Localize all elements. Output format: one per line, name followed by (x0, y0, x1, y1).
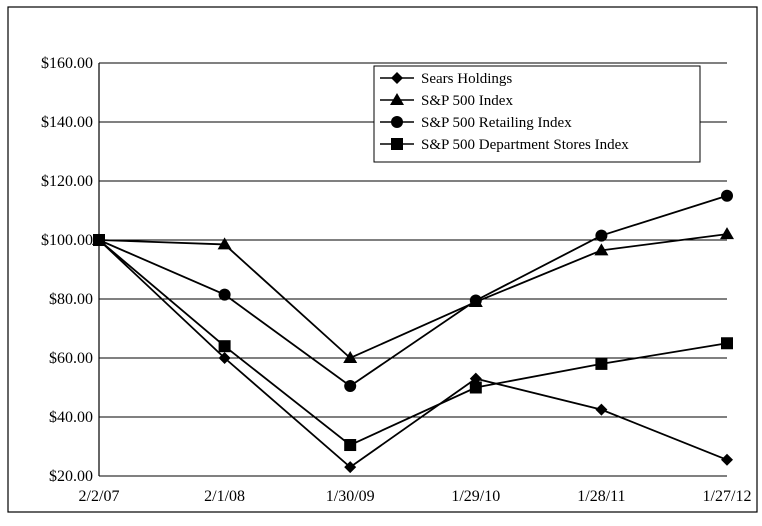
legend-marker-square (391, 138, 403, 150)
data-point-triangle (720, 227, 734, 240)
data-point-diamond (344, 461, 357, 474)
data-point-square (595, 357, 608, 370)
legend-marker-triangle (390, 93, 404, 105)
data-point-diamond (721, 453, 733, 466)
data-point-diamond (595, 403, 608, 416)
series-line-square (98, 239, 728, 447)
data-point-square (469, 381, 482, 394)
legend-label: S&P 500 Retailing Index (421, 115, 572, 131)
x-tick-label: 1/28/11 (577, 488, 625, 505)
x-tick-label: 1/27/12 (703, 488, 752, 505)
series-line-circle (98, 194, 728, 388)
axes: $20.00 $40.00 $60.00 $80.00 $100.00 $120.00 $1… (41, 55, 751, 505)
x-tick-label: 2/1/08 (204, 488, 245, 505)
data-point-circle (721, 189, 733, 202)
legend-marker-diamond (391, 72, 403, 84)
data-point-square (344, 439, 357, 452)
y-tick-label: $140.00 (41, 114, 93, 131)
chart-border (7, 6, 758, 513)
data-point-circle (595, 229, 608, 242)
data-point-circle (469, 294, 482, 307)
y-tick-label: $160.00 (41, 55, 93, 72)
data-point-triangle (343, 351, 358, 363)
series-line-diamond (98, 239, 728, 469)
data-point-circle (344, 380, 357, 393)
x-tick-label: 2/2/07 (79, 488, 120, 505)
data-point-square (721, 337, 733, 350)
x-tick-label: 1/29/10 (451, 488, 500, 505)
data-point-diamond (218, 352, 231, 364)
data-point-triangle (217, 237, 232, 250)
data-point-square (218, 340, 231, 353)
series-line-triangle (98, 233, 728, 360)
y-tick-label: $80.00 (49, 291, 93, 308)
x-tick-label: 1/30/09 (326, 488, 375, 505)
gridlines (99, 62, 727, 477)
data-point-circle (218, 288, 231, 301)
data-point-square (93, 234, 105, 246)
y-tick-label: $100.00 (41, 232, 93, 249)
y-tick-label: $120.00 (41, 173, 93, 190)
y-tick-label: $20.00 (49, 468, 93, 485)
legend-label: S&P 500 Index (421, 93, 513, 109)
y-tick-label: $40.00 (49, 409, 93, 426)
legend-marker-circle (391, 116, 403, 128)
legend-label: Sears Holdings (421, 71, 512, 87)
legend-box (373, 65, 701, 163)
data-point-triangle (594, 243, 609, 256)
y-tick-label: $60.00 (49, 350, 93, 367)
legend: Sears Holdings S&P 500 Index S&P 500 Retai… (373, 65, 701, 163)
legend-label: S&P 500 Department Stores Index (421, 137, 629, 153)
series-lines (92, 189, 734, 474)
